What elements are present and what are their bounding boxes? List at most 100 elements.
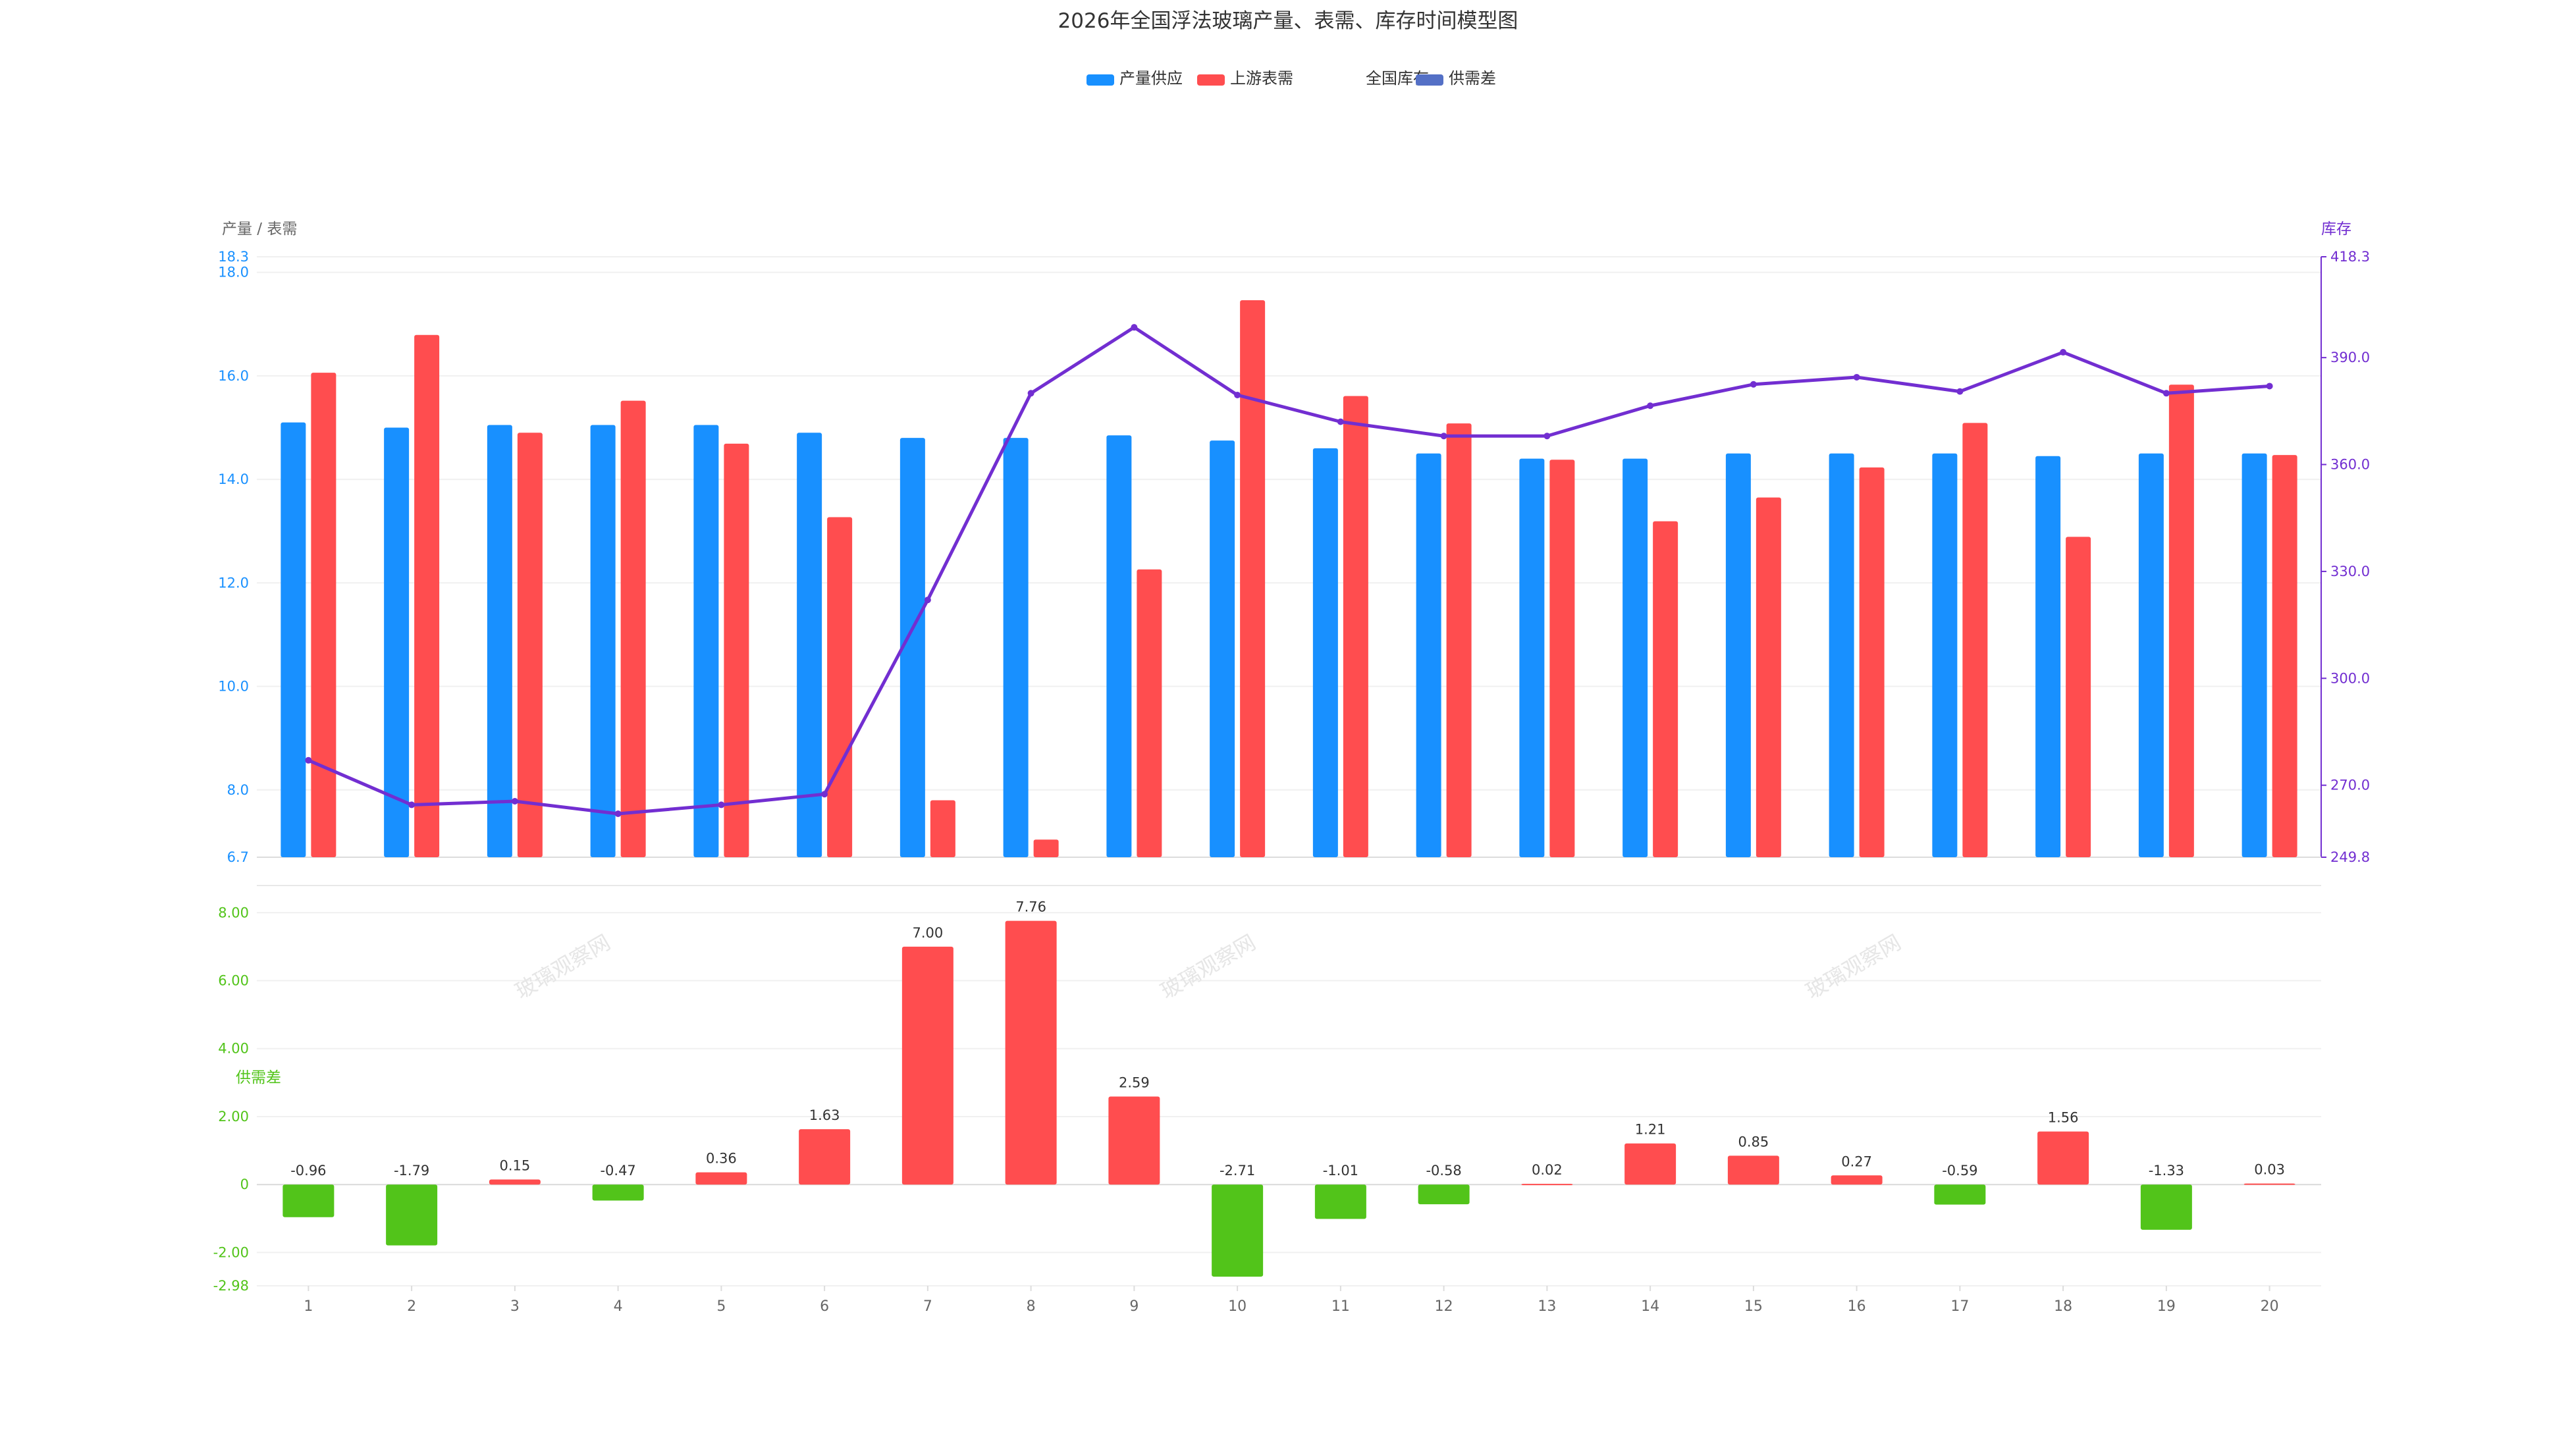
inventory-point [1956, 388, 1964, 395]
legend-swatch [1087, 74, 1114, 86]
demand-bar [1962, 423, 1988, 857]
gap-bar [592, 1184, 644, 1201]
inventory-point [1853, 373, 1860, 381]
x-tick-label: 5 [716, 1298, 726, 1315]
demand-bar [827, 517, 853, 857]
legend-item: 产量供应 [1087, 69, 1183, 88]
x-tick-label: 4 [614, 1298, 623, 1315]
legend-item: 供需差 [1416, 69, 1496, 88]
chart-title: 2026年全国浮法玻璃产量、表需、库存时间模型图 [1058, 9, 1518, 33]
gap-bar [2037, 1131, 2089, 1185]
demand-bar [1653, 521, 1678, 857]
gap-data-label: 0.27 [1841, 1153, 1872, 1169]
left-tick-label: 10.0 [218, 679, 249, 695]
demand-bar [1756, 497, 1781, 857]
x-tick-label: 6 [820, 1298, 829, 1315]
legend-swatch [1197, 74, 1225, 86]
supply-bar [1519, 458, 1545, 857]
demand-bar [620, 400, 646, 857]
right-tick-label: 330.0 [2330, 564, 2370, 579]
x-tick-label: 19 [2157, 1298, 2176, 1315]
demand-bar [1446, 423, 1472, 857]
gap-data-label: 0.02 [1532, 1162, 1563, 1178]
gap-data-label: 1.21 [1635, 1122, 1666, 1138]
supply-bar [1829, 453, 1854, 857]
x-tick-label: 18 [2054, 1298, 2072, 1315]
supply-bar [1932, 453, 1958, 857]
x-tick-label: 14 [1641, 1298, 1659, 1315]
gap-bar [1418, 1184, 1470, 1205]
bottom-tick-label: 0 [240, 1177, 249, 1192]
gap-data-label: 0.03 [2254, 1162, 2285, 1178]
gap-bar [1005, 920, 1057, 1185]
inventory-point [1543, 433, 1551, 440]
left-tick-label: 8.0 [227, 782, 249, 798]
gap-bar [1831, 1175, 1883, 1185]
watermark-text: 玻璃观察网 [511, 930, 615, 1004]
supply-bar [2138, 453, 2164, 857]
x-tick-label: 20 [2261, 1298, 2279, 1315]
gap-data-label: -2.71 [1220, 1163, 1255, 1178]
supply-bar [1210, 440, 1235, 857]
gap-bar [2243, 1183, 2295, 1185]
inventory-point [305, 756, 312, 764]
gap-bar [1521, 1184, 1573, 1186]
x-tick-label: 2 [407, 1298, 416, 1315]
right-tick-label: 249.8 [2330, 849, 2370, 865]
supply-bar [2241, 453, 2267, 857]
watermark-text: 玻璃观察网 [1156, 930, 1260, 1004]
gap-bar [1934, 1184, 1986, 1205]
inventory-point [718, 801, 725, 808]
gap-data-label: 1.63 [809, 1107, 840, 1123]
demand-bar [414, 334, 440, 857]
demand-bar [2168, 384, 2194, 857]
supply-bar [797, 433, 822, 857]
left-tick-label: 16.0 [218, 368, 249, 384]
supply-bar [693, 425, 719, 857]
demand-bar [1240, 300, 1266, 857]
demand-bar [1859, 467, 1885, 857]
legend-label: 供需差 [1449, 69, 1496, 88]
demand-bar [2272, 455, 2297, 857]
bottom-tick-label: 4.00 [218, 1041, 249, 1057]
supply-bar [2035, 456, 2061, 857]
gap-bar [1314, 1184, 1366, 1219]
demand-bar [1137, 569, 1162, 857]
gap-data-label: 0.15 [499, 1157, 530, 1173]
gap-data-label: 7.00 [912, 925, 943, 941]
right-tick-label: 270.0 [2330, 778, 2370, 793]
x-tick-label: 13 [1538, 1298, 1556, 1315]
x-tick-label: 15 [1744, 1298, 1763, 1315]
gap-bar [1624, 1143, 1677, 1185]
demand-bar [1033, 839, 1059, 857]
inventory-point [1131, 324, 1138, 331]
supply-bar [1725, 453, 1751, 857]
gap-bar [901, 946, 953, 1185]
x-tick-label: 7 [923, 1298, 932, 1315]
legend-swatch [1416, 74, 1443, 86]
left-tick-label: 18.0 [218, 265, 249, 280]
legend-label: 产量供应 [1119, 69, 1183, 88]
inventory-point [2162, 390, 2170, 397]
right-axis-title: 库存 [2321, 221, 2351, 238]
x-tick-label: 3 [510, 1298, 520, 1315]
gap-bar [799, 1129, 851, 1185]
supply-bar [1312, 448, 1338, 857]
inventory-point [2060, 349, 2067, 356]
demand-bar [724, 443, 749, 857]
left-tick-label: 18.3 [218, 249, 249, 265]
left-axis-title: 产量 / 表需 [222, 221, 297, 238]
x-tick-label: 16 [1848, 1298, 1866, 1315]
demand-bar [1343, 396, 1368, 857]
x-tick-label: 1 [304, 1298, 313, 1315]
supply-bar [384, 427, 410, 857]
gap-bar [2140, 1184, 2192, 1230]
inventory-point [1750, 381, 1757, 388]
supply-bar [590, 425, 616, 857]
inventory-point [1440, 433, 1447, 440]
gap-bar [489, 1179, 541, 1185]
gap-data-label: -1.01 [1323, 1163, 1358, 1178]
demand-bar [517, 433, 543, 857]
